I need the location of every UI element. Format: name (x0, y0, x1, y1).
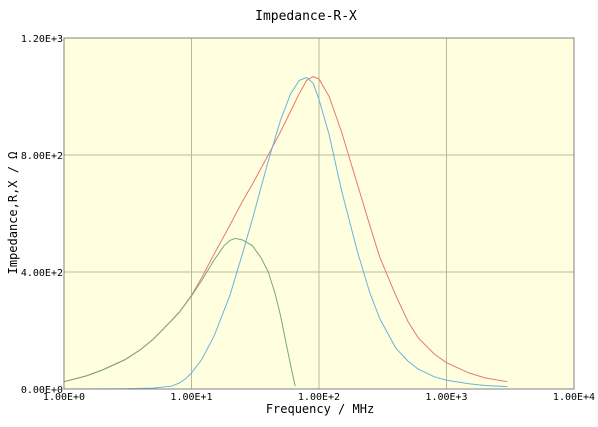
y-tick-label: 1.20E+3 (21, 34, 63, 45)
tick-labels: 1.00E+0 1.00E+1 1.00E+2 1.00E+3 1.00E+4 0.00E… (21, 34, 595, 403)
series-layer (63, 76, 508, 390)
series-line-2 (63, 76, 508, 390)
y-tick-label: 0.00E+0 (21, 385, 63, 396)
x-tick-label: 1.00E+3 (425, 392, 467, 403)
plot-frame (63, 37, 575, 390)
chart-title: Impedance-R-X (255, 9, 357, 24)
x-tick-label: 1.00E+4 (553, 392, 595, 403)
x-tick-label: 1.00E+2 (298, 392, 340, 403)
x-axis-label: Frequency / MHz (266, 402, 374, 416)
x-tick-label: 1.00E+0 (43, 392, 85, 403)
x-tick-label: 1.00E+1 (170, 392, 212, 403)
y-tick-label: 8.00E+2 (21, 151, 63, 162)
axes (63, 37, 575, 390)
y-axis-label: Impedance,R,X / Ω (6, 152, 20, 275)
y-tick-label: 4.00E+2 (21, 268, 63, 279)
series-line-3 (63, 237, 296, 387)
